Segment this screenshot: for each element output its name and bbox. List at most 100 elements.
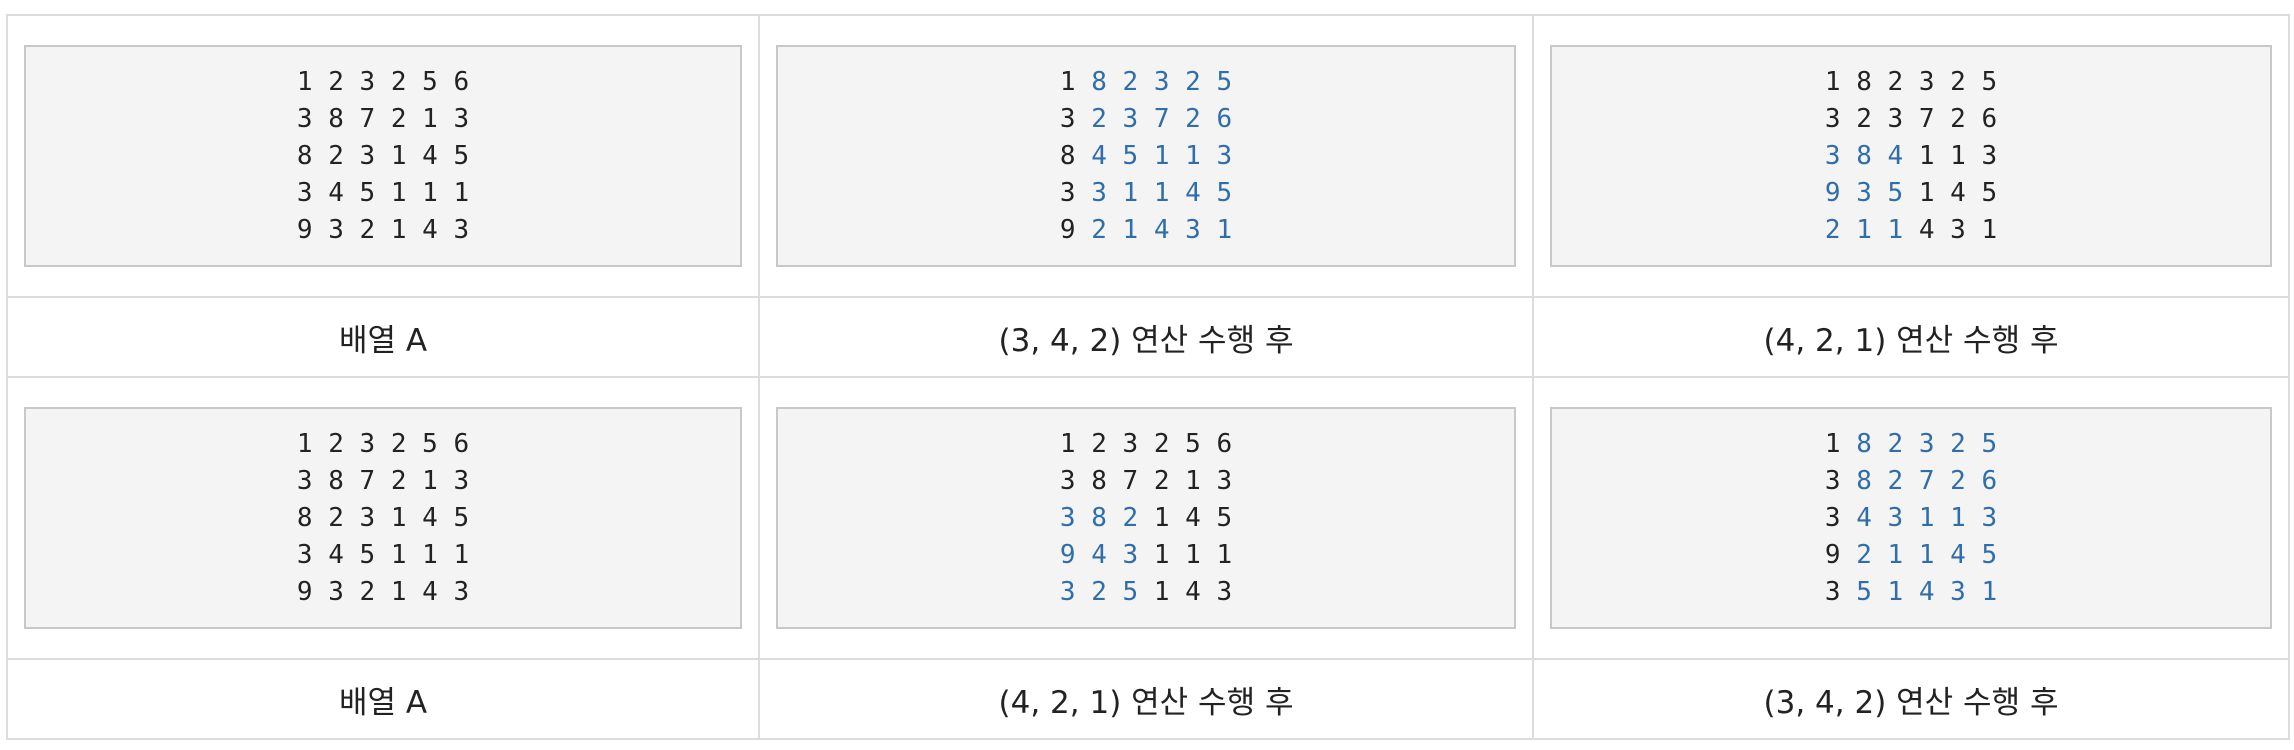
matrix-line: 8 2 3 1 4 5 [297,138,469,175]
matrix-value: 5 [359,539,376,570]
matrix-value: 1 [453,539,470,570]
matrix-value: 2 [1091,428,1107,459]
matrix-value: 4 [1185,576,1201,607]
matrix-value: 3 [1059,465,1076,496]
matrix-value: 3 [1981,502,1998,533]
matrix-value: 5 [1981,66,1998,97]
matrix-value: 9 [296,576,313,607]
matrix-line: 3 4 5 1 1 1 [297,175,469,212]
matrix-value: 9 [1824,539,1841,570]
matrix-value: 2 [328,66,344,97]
matrix-value: 1 [390,214,407,245]
matrix-value: 2 [1824,214,1841,245]
matrix-value: 8 [1856,66,1872,97]
matrix-value: 1 [1153,576,1170,607]
caption-row: 배열 A (3, 4, 2) 연산 수행 후 (4, 2, 1) 연산 수행 후 [6,296,2290,378]
matrix-value: 8 [1091,66,1107,97]
matrix-value: 5 [422,66,438,97]
matrix-value: 7 [1153,103,1170,134]
matrix-value: 1 [1950,502,1966,533]
matrix-line: 3 8 7 2 1 3 [297,101,469,138]
matrix-caption: 배열 A [6,658,760,740]
matrix-value: 1 [1185,140,1201,171]
matrix-value: 3 [453,103,470,134]
matrix-value: 3 [328,576,344,607]
matrix-caption: (3, 4, 2) 연산 수행 후 [1532,658,2290,740]
matrix-line: 3 8 7 2 1 3 [1060,463,1232,500]
matrix-line: 3 2 3 7 2 6 [1060,101,1232,138]
matrix-value: 2 [390,465,407,496]
matrix-value: 1 [1153,539,1170,570]
matrix-value: 2 [390,103,407,134]
matrix-line: 3 5 1 4 3 1 [1825,574,1997,611]
matrix-line: 3 8 4 1 1 3 [1825,138,1997,175]
matrix-value: 7 [359,103,376,134]
matrix-value: 2 [328,428,344,459]
matrix-value: 7 [1918,103,1935,134]
matrix-caption: (4, 2, 1) 연산 수행 후 [1532,296,2290,378]
matrix-value: 5 [1981,177,1998,208]
matrix-value: 5 [1122,576,1139,607]
matrix-value: 4 [422,576,438,607]
matrix-value: 3 [1216,140,1233,171]
matrix-value: 9 [1059,214,1076,245]
matrix-value: 1 [1122,177,1139,208]
matrix-line: 3 8 7 2 1 3 [297,463,469,500]
matrix-value: 2 [1122,66,1139,97]
matrix-value: 4 [422,140,438,171]
matrix-value: 1 [1824,66,1841,97]
matrix-value: 8 [328,465,344,496]
matrix-value: 8 [296,502,313,533]
matrix-value: 1 [422,539,438,570]
matrix-value: 3 [1122,428,1139,459]
matrix-value: 3 [1824,502,1841,533]
matrix-value: 1 [296,428,313,459]
matrix-line: 9 3 2 1 4 3 [297,574,469,611]
matrix-value: 4 [1153,214,1170,245]
matrix-value: 2 [1091,576,1107,607]
matrix-value: 5 [359,177,376,208]
matrix-value: 3 [1950,576,1966,607]
matrix-value: 4 [328,539,344,570]
matrix-value: 8 [296,140,313,171]
matrix-value: 2 [359,576,376,607]
matrix-value: 3 [1122,103,1139,134]
matrix-value: 9 [296,214,313,245]
matrix-value: 1 [1918,140,1935,171]
matrix-value: 3 [1824,465,1841,496]
matrix-value: 5 [1216,66,1233,97]
matrix-value: 3 [1185,214,1201,245]
matrix-value: 3 [296,103,313,134]
matrix-value: 3 [1887,103,1904,134]
matrix-value: 1 [422,465,438,496]
matrix-value: 1 [390,502,407,533]
matrix-value: 2 [1153,428,1170,459]
matrix-value: 1 [390,140,407,171]
matrix-value: 3 [328,214,344,245]
matrix-value: 5 [1887,177,1904,208]
matrix-value: 1 [1918,539,1935,570]
matrix-value: 4 [1185,177,1201,208]
matrix-line: 9 2 1 1 4 5 [1825,537,1997,574]
matrix-value: 4 [1950,539,1966,570]
matrix-value: 1 [390,576,407,607]
matrix-value: 1 [1887,539,1904,570]
matrix-value: 1 [1856,214,1872,245]
matrix-value: 2 [1950,428,1966,459]
matrix-value: 1 [1216,539,1233,570]
matrix-value: 3 [1153,66,1170,97]
matrix-value: 2 [1091,214,1107,245]
matrix-line: 3 8 2 1 4 5 [1060,500,1232,537]
matrix-value: 1 [1918,177,1935,208]
matrix-value: 3 [1216,465,1233,496]
matrix-value: 5 [453,502,470,533]
matrix-value: 2 [1185,103,1201,134]
caption-row: 배열 A (4, 2, 1) 연산 수행 후 (3, 4, 2) 연산 수행 후 [6,658,2290,740]
matrix-value: 6 [1216,428,1233,459]
matrix-value: 8 [1856,465,1872,496]
matrix-caption: 배열 A [6,296,760,378]
matrix-line: 9 2 1 4 3 1 [1060,212,1232,249]
